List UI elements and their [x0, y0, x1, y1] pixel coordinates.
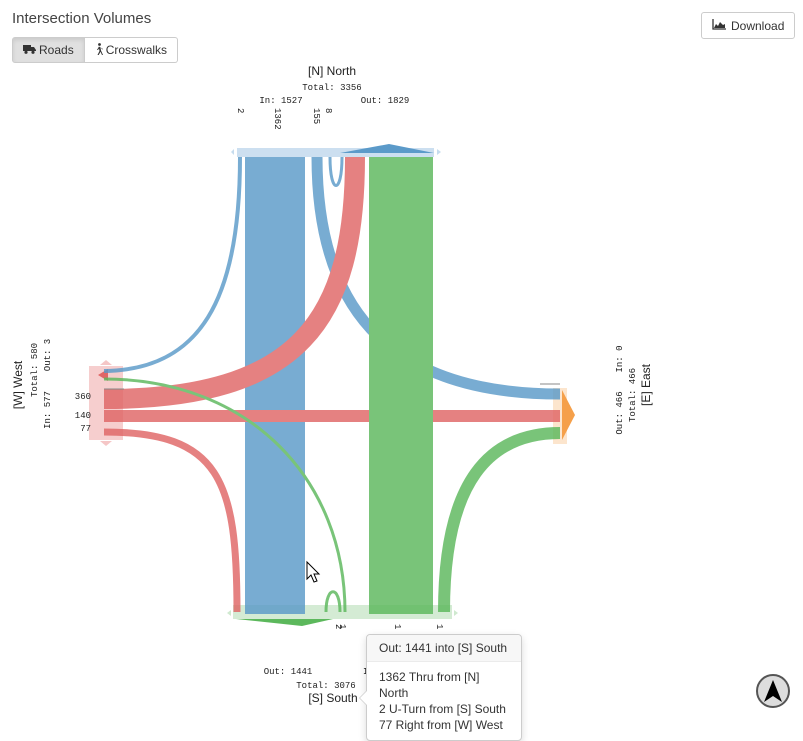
flow-w-to-n[interactable] [103, 156, 365, 409]
north-name: [N] North [308, 64, 356, 78]
flow-s-to-e[interactable] [438, 427, 561, 613]
south-movement-label: 1 [337, 624, 347, 629]
west-out: Out: 3 [43, 339, 53, 371]
flows [103, 156, 561, 614]
east-total: Total: 466 [628, 368, 638, 422]
tooltip-line: 2 U-Turn from [S] South [379, 702, 506, 716]
flow-n-to-w[interactable] [103, 156, 242, 373]
tooltip-line: 1362 Thru from [N] North [379, 670, 480, 700]
tooltip-body: 1362 Thru from [N] North 2 U-Turn from [… [367, 662, 521, 740]
south-total: Total: 3076 [296, 681, 355, 691]
south-movement-label: 1 [392, 624, 402, 629]
south-movement-label: 2 [333, 624, 343, 629]
south-name: [S] South [308, 691, 357, 705]
area-chart-icon [712, 18, 726, 33]
south-out-arrow-icon [236, 619, 333, 626]
north-total: Total: 3356 [302, 83, 361, 93]
south-right-chevron-icon [454, 610, 458, 616]
crosswalks-button[interactable]: Crosswalks [84, 37, 179, 63]
east-out: Out: 466 [615, 391, 625, 434]
page-title: Intersection Volumes [12, 10, 152, 27]
north-movement-label: 1362 [272, 108, 282, 130]
flow-w-thru[interactable] [104, 410, 560, 422]
north-approach-bar[interactable] [237, 148, 434, 157]
north-out-arrow-icon [340, 144, 434, 153]
north-in: In: 1527 [259, 96, 302, 106]
east-in-arrow-icon [562, 390, 575, 440]
north-out: Out: 1829 [361, 96, 410, 106]
west-up-chevron-icon [100, 360, 112, 365]
north-left-chevron-icon [231, 149, 234, 155]
south-out: Out: 1441 [264, 667, 313, 677]
truck-icon [23, 43, 36, 57]
south-movement-label: 1 [434, 624, 444, 629]
roads-button[interactable]: Roads [12, 37, 85, 63]
pedestrian-icon [95, 42, 103, 58]
intersection-diagram: [N] North Total: 3356 In: 1527 Out: 1829… [11, 64, 653, 705]
west-total: Total: 580 [30, 343, 40, 397]
west-movement-label: 360 [75, 392, 91, 402]
roads-label: Roads [39, 43, 74, 57]
south-left-chevron-icon [227, 610, 231, 616]
flow-w-to-s[interactable] [103, 428, 241, 613]
east-in: In: 0 [615, 345, 625, 372]
flow-n-thru[interactable] [245, 157, 305, 614]
south-in: I [363, 667, 368, 677]
west-name: [W] West [11, 360, 25, 409]
flow-s-to-w[interactable] [103, 377, 347, 613]
download-label: Download [731, 18, 785, 33]
mouse-cursor-icon [306, 560, 321, 583]
west-down-chevron-icon [100, 441, 112, 446]
north-right-chevron-icon [437, 149, 441, 155]
north-movement-label: 155 [311, 108, 321, 124]
north-movement-label: 2 [235, 108, 245, 113]
east-name: [E] East [639, 363, 653, 406]
north-arrow-icon [764, 680, 782, 702]
west-movement-label: 77 [80, 424, 91, 434]
west-in: In: 577 [43, 391, 53, 429]
north-movement-label: 8 [323, 108, 333, 113]
crosswalks-label: Crosswalks [105, 43, 168, 57]
download-button[interactable]: Download [701, 12, 796, 39]
flow-n-uturn[interactable] [328, 156, 344, 187]
tooltip-header: Out: 1441 into [S] South [367, 635, 521, 662]
tooltip-line: 77 Right from [W] West [379, 718, 503, 732]
west-movement-label: 140 [75, 411, 91, 421]
compass-button[interactable] [756, 674, 790, 708]
flow-s-uturn[interactable] [324, 590, 342, 613]
flow-tooltip: Out: 1441 into [S] South 1362 Thru from … [359, 634, 522, 741]
flow-s-thru[interactable] [369, 157, 433, 614]
mode-toggle: Roads Crosswalks [12, 37, 179, 63]
tooltip-arrow [359, 690, 367, 706]
